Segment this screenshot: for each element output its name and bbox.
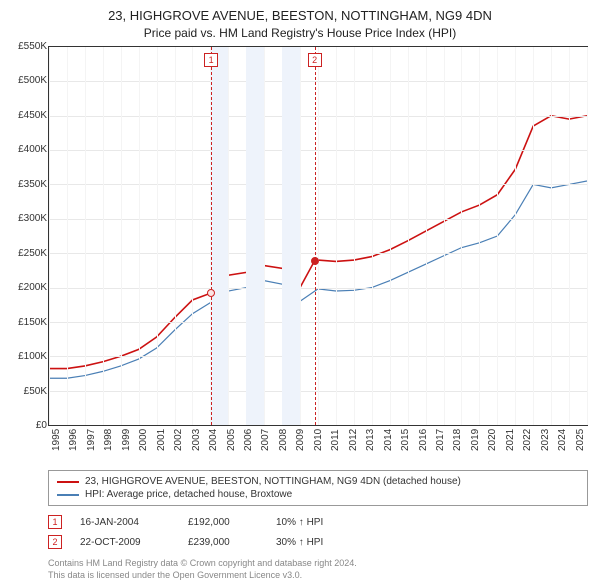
grid-line (426, 47, 427, 425)
grid-line (67, 47, 68, 425)
event-price: £239,000 (188, 537, 258, 548)
grid-line (515, 47, 516, 425)
grid-line (408, 47, 409, 425)
y-tick-label: £500K (3, 75, 47, 86)
grid-line (121, 47, 122, 425)
chart-subtitle: Price paid vs. HM Land Registry's House … (0, 23, 600, 46)
grid-line (318, 47, 319, 425)
event-row: 2 22-OCT-2009 £239,000 30% ↑ HPI (48, 532, 588, 552)
legend: 23, HIGHGROVE AVENUE, BEESTON, NOTTINGHA… (48, 470, 588, 506)
event-id-box: 2 (48, 535, 62, 549)
events-table: 1 16-JAN-2004 £192,000 10% ↑ HPI 2 22-OCT-200… (48, 512, 588, 552)
marker-line (211, 47, 212, 425)
grid-line (587, 47, 588, 425)
grid-line (175, 47, 176, 425)
grid-line (264, 47, 265, 425)
grid-line (461, 47, 462, 425)
grid-line (479, 47, 480, 425)
grid-line (157, 47, 158, 425)
y-tick-label: £550K (3, 41, 47, 52)
grid-line (372, 47, 373, 425)
event-id-box: 1 (48, 515, 62, 529)
marker-label: 1 (204, 53, 218, 67)
footer-line2: This data is licensed under the Open Gov… (48, 570, 588, 581)
grid-line (569, 47, 570, 425)
y-tick-label: £50K (3, 386, 47, 397)
y-tick-label: £300K (3, 213, 47, 224)
legend-item: HPI: Average price, detached house, Brox… (57, 488, 579, 501)
grid-line (85, 47, 86, 425)
grid-line (103, 47, 104, 425)
shaded-band (246, 47, 264, 425)
y-tick-label: £400K (3, 144, 47, 155)
grid-line (300, 47, 301, 425)
y-tick-label: £200K (3, 282, 47, 293)
grid-line (139, 47, 140, 425)
y-axis: £550K £500K £450K £400K £350K £300K £250K £200K… (3, 41, 47, 431)
shaded-band (282, 47, 300, 425)
grid-line (390, 47, 391, 425)
shaded-band (211, 47, 228, 425)
event-date: 22-OCT-2009 (80, 537, 170, 548)
x-axis: 1995199619971998199920002001200220032004… (49, 427, 587, 461)
grid-line (533, 47, 534, 425)
marker-dot (311, 257, 319, 265)
legend-swatch (57, 481, 79, 483)
legend-item: 23, HIGHGROVE AVENUE, BEESTON, NOTTINGHA… (57, 475, 579, 488)
chart-plot-area: £550K£500K£450K£400K£350K£300K£250K£200K… (48, 46, 588, 426)
y-tick-label: £100K (3, 351, 47, 362)
grid-line (49, 47, 50, 425)
grid-line (497, 47, 498, 425)
y-tick-label: £350K (3, 179, 47, 190)
grid-line (336, 47, 337, 425)
grid-line (354, 47, 355, 425)
grid-line (551, 47, 552, 425)
event-pct: 10% ↑ HPI (276, 517, 323, 528)
y-tick-label: £0 (3, 420, 47, 431)
event-row: 1 16-JAN-2004 £192,000 10% ↑ HPI (48, 512, 588, 532)
y-tick-label: £450K (3, 110, 47, 121)
legend-label: 23, HIGHGROVE AVENUE, BEESTON, NOTTINGHA… (85, 476, 461, 487)
grid-line (228, 47, 229, 425)
event-price: £192,000 (188, 517, 258, 528)
marker-line (315, 47, 316, 425)
footer: Contains HM Land Registry data © Crown c… (48, 558, 588, 581)
grid-line (444, 47, 445, 425)
grid-line (192, 47, 193, 425)
x-tick-label: 2025 (563, 437, 597, 451)
legend-label: HPI: Average price, detached house, Brox… (85, 489, 292, 500)
marker-label: 2 (308, 53, 322, 67)
event-pct: 30% ↑ HPI (276, 537, 323, 548)
event-date: 16-JAN-2004 (80, 517, 170, 528)
legend-swatch (57, 494, 79, 496)
y-tick-label: £150K (3, 317, 47, 328)
chart-title: 23, HIGHGROVE AVENUE, BEESTON, NOTTINGHA… (0, 0, 600, 23)
y-tick-label: £250K (3, 248, 47, 259)
